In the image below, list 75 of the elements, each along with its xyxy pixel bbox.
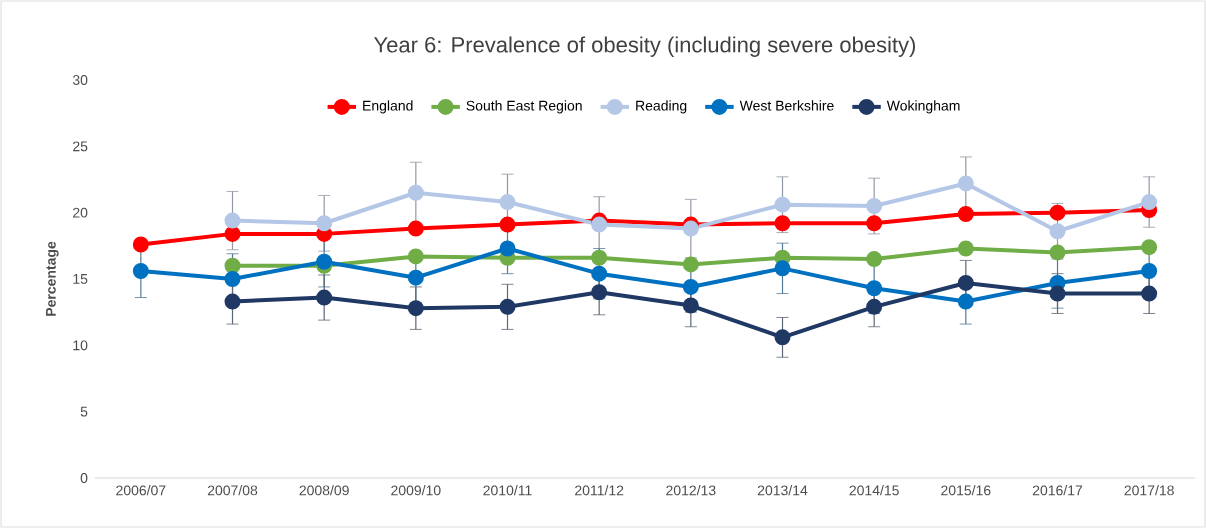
point [224, 212, 241, 229]
point [957, 293, 974, 310]
point [1141, 239, 1158, 256]
point [682, 278, 699, 295]
point [682, 220, 699, 237]
point [591, 249, 608, 266]
x-tick-label: 2009/10 [391, 485, 441, 496]
point [1049, 204, 1066, 221]
x-tick-label: 2013/14 [757, 485, 808, 496]
point [1049, 244, 1066, 261]
point [407, 269, 424, 286]
point [1141, 263, 1158, 280]
x-tick-label: 2014/15 [849, 485, 899, 496]
point [316, 215, 333, 232]
point [1141, 285, 1158, 302]
y-tick-label: 25 [73, 141, 88, 152]
point [591, 284, 608, 301]
y-tick-label: 10 [73, 340, 88, 351]
point [407, 300, 424, 317]
point [407, 220, 424, 237]
point [224, 225, 241, 242]
x-tick-label: 2008/09 [299, 485, 349, 496]
point [591, 216, 608, 233]
x-tick-label: 2012/13 [666, 485, 716, 496]
point [866, 198, 883, 215]
y-tick-label: 5 [80, 406, 88, 417]
point [957, 205, 974, 222]
point [499, 240, 516, 257]
point [957, 240, 974, 257]
point [1049, 285, 1066, 302]
point [224, 293, 241, 310]
x-tick-label: 2011/12 [575, 485, 624, 496]
point [774, 329, 791, 346]
point [866, 215, 883, 232]
x-tick-label: 2007/08 [207, 485, 258, 496]
point [591, 265, 608, 282]
y-tick-label: 0 [80, 473, 88, 483]
point [1049, 223, 1066, 240]
point [407, 248, 424, 265]
x-tick-label: 2017/18 [1124, 485, 1174, 496]
point [774, 260, 791, 277]
point [224, 257, 241, 274]
legend-label: England [363, 100, 413, 114]
x-tick-label: 2006/07 [116, 485, 166, 496]
point [316, 253, 333, 270]
point [957, 274, 974, 291]
chart-title: Year 6: Prevalence of obesity (including severe obesity) [373, 36, 916, 57]
x-tick-label: 2015/16 [941, 485, 991, 496]
point [224, 270, 241, 287]
legend-label: South East Region [466, 100, 582, 114]
legend-label: West Berkshire [739, 100, 834, 111]
point [774, 215, 791, 232]
point [132, 236, 149, 253]
point [499, 298, 516, 315]
y-tick-label: 30 [72, 75, 88, 85]
point [682, 256, 699, 273]
point [132, 263, 149, 280]
point [774, 196, 791, 213]
y-tick-label: 20 [73, 207, 88, 218]
legend-label: Wokingham [886, 100, 960, 114]
point [499, 216, 516, 233]
x-tick-label: 2010/11 [483, 485, 532, 496]
point [499, 194, 516, 211]
point [866, 280, 883, 297]
point [316, 289, 333, 306]
y-axis-title: Percentage [46, 241, 59, 316]
point [1141, 194, 1158, 211]
point [866, 298, 883, 315]
x-tick-label: 2016/17 [1032, 485, 1083, 496]
point [682, 297, 699, 314]
legend-label: Reading [636, 100, 687, 114]
point [957, 175, 974, 192]
y-tick-label: 15 [73, 274, 88, 284]
point [866, 251, 883, 268]
point [407, 184, 424, 201]
